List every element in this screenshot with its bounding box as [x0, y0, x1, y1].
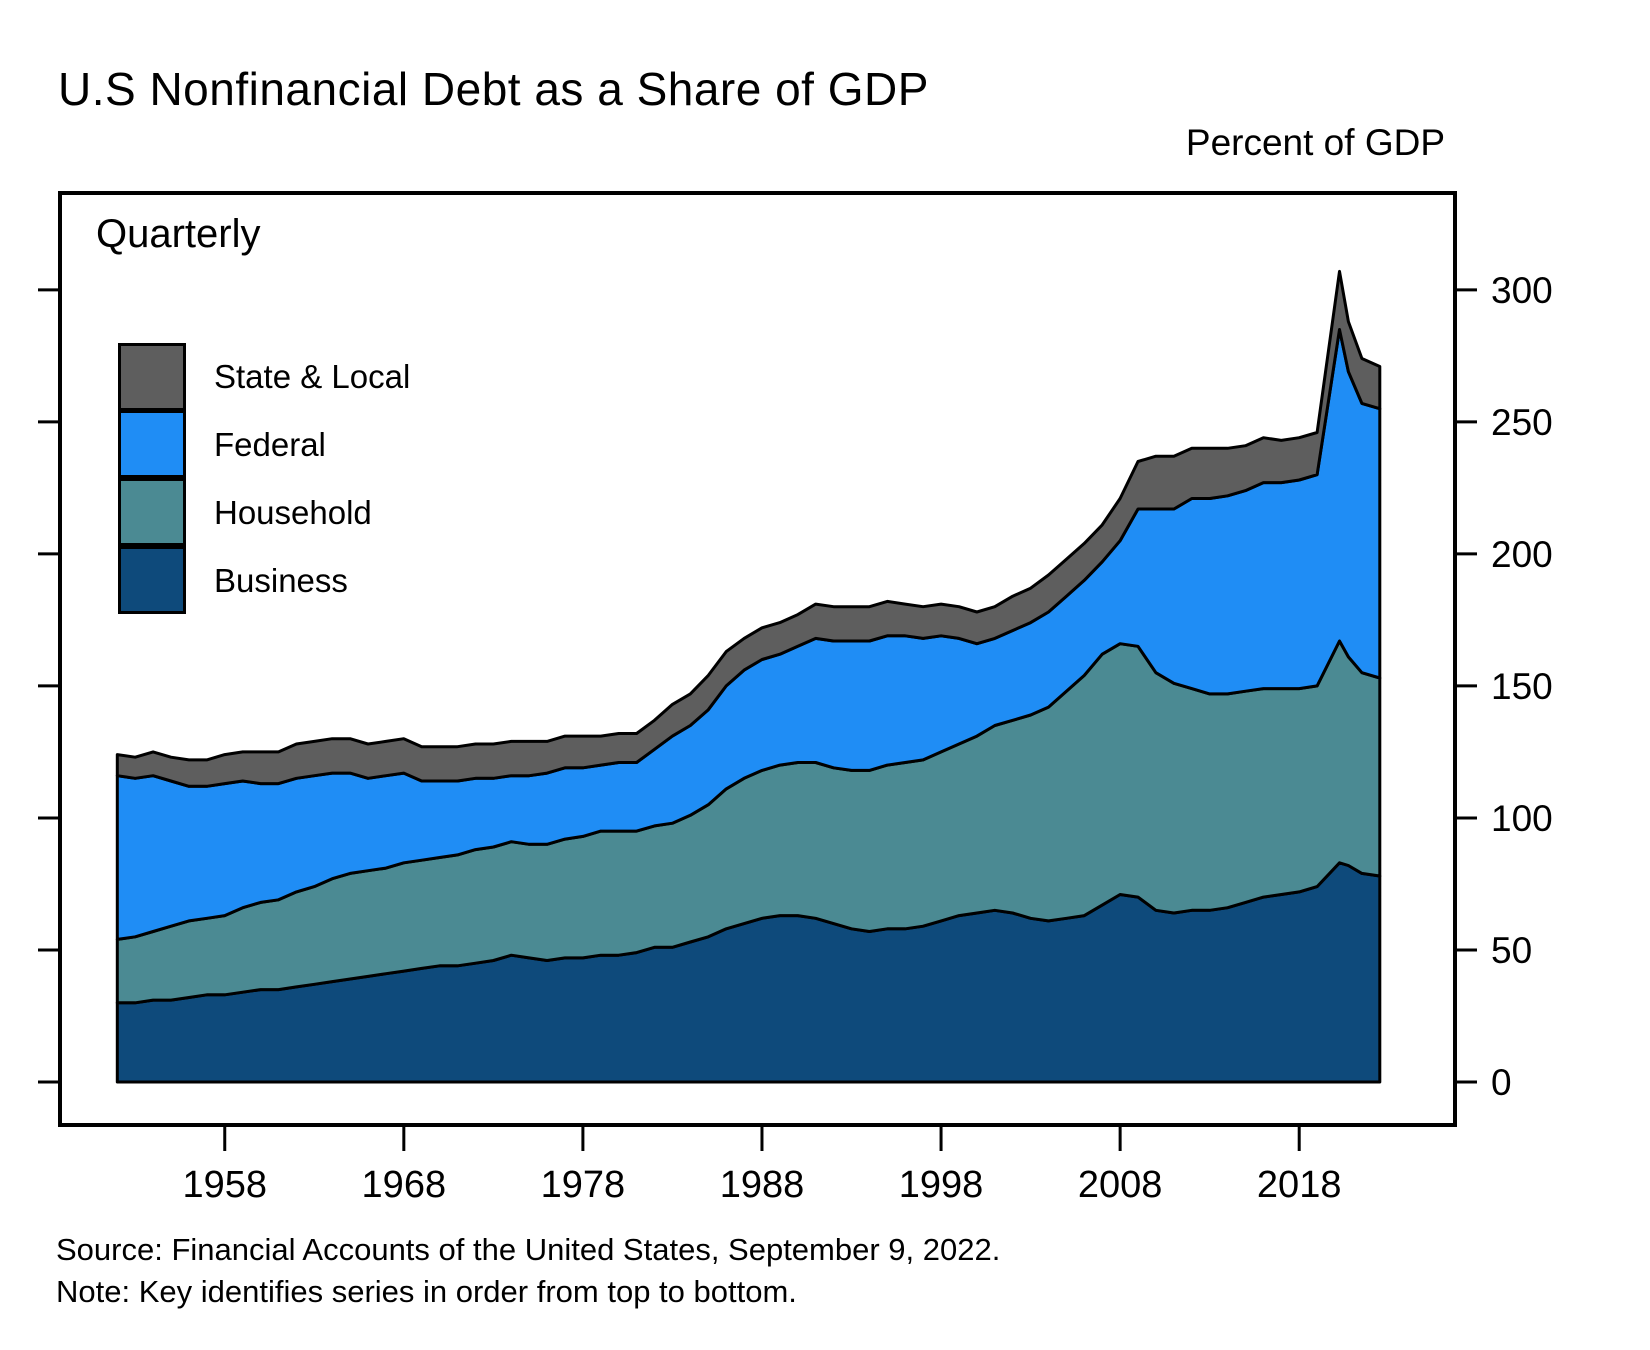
legend-swatch-business — [118, 545, 186, 614]
frequency-label: Quarterly — [96, 212, 261, 256]
legend-item-business: Business — [118, 545, 410, 615]
x-tick-label: 1958 — [182, 1164, 267, 1206]
legend-label-business: Business — [214, 562, 348, 599]
x-tick-label: 2018 — [1257, 1164, 1342, 1206]
legend-label-household: Household — [214, 494, 372, 531]
x-tick-label: 1978 — [541, 1164, 626, 1206]
note-text: Note: Key identifies series in order fro… — [56, 1274, 797, 1309]
area-band-state-local — [115, 269, 1382, 788]
legend-swatch-federal — [118, 409, 186, 478]
x-tick-label: 1998 — [899, 1164, 984, 1206]
plot-border — [58, 191, 1457, 1127]
chart-title: U.S Nonfinancial Debt as a Share of GDP — [58, 63, 929, 115]
legend-item-household: Household — [118, 477, 410, 547]
y-tick-label: 150 — [1491, 666, 1553, 707]
y-axis-unit-label: Percent of GDP — [1185, 122, 1445, 163]
x-tick-label: 1968 — [362, 1164, 447, 1206]
y-tick-label: 0 — [1491, 1062, 1512, 1103]
legend-label-federal: Federal — [214, 426, 326, 463]
source-text: Source: Financial Accounts of the United… — [56, 1232, 1001, 1267]
legend: State & Local Federal Household Business — [118, 343, 410, 615]
y-tick-label: 300 — [1491, 270, 1553, 311]
legend-item-federal: Federal — [118, 409, 410, 479]
y-tick-label: 200 — [1491, 534, 1553, 575]
legend-item-state-local: State & Local — [118, 343, 410, 411]
x-tick-label: 1988 — [720, 1164, 805, 1206]
legend-swatch-state-local — [118, 343, 186, 411]
y-tick-label: 50 — [1491, 930, 1532, 971]
legend-label-state-local: State & Local — [214, 358, 411, 395]
x-tick-label: 2008 — [1078, 1164, 1163, 1206]
y-tick-label: 250 — [1491, 402, 1553, 443]
y-tick-label: 100 — [1491, 798, 1553, 839]
legend-swatch-household — [118, 477, 186, 546]
